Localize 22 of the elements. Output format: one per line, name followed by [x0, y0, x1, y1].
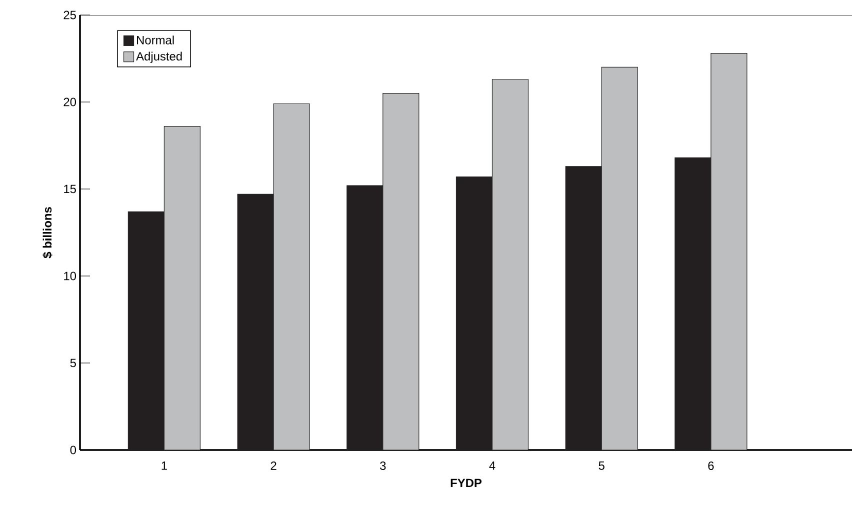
bar	[601, 66, 638, 450]
y-tick-label: 0	[70, 446, 76, 454]
bar	[492, 79, 529, 450]
bar	[710, 52, 748, 450]
y-tick-label: 25	[64, 10, 76, 20]
bar	[382, 92, 420, 450]
bar	[273, 103, 310, 450]
legend-label: Normal	[137, 36, 174, 44]
legend-label: Adjusted	[136, 52, 182, 63]
x-tick-label: 6	[708, 462, 714, 470]
x-tick-label: 3	[380, 462, 386, 470]
y-tick-label: 5	[70, 358, 76, 368]
y-tick-label: 20	[64, 98, 76, 106]
bar	[164, 126, 200, 450]
x-axis-title: FYDP	[450, 478, 482, 488]
x-tick-label: 5	[598, 462, 604, 470]
y-tick-label: 15	[64, 184, 76, 194]
x-tick-label: 4	[489, 462, 496, 470]
y-axis-title: $ billions	[42, 207, 52, 258]
x-tick-label: 2	[270, 462, 276, 470]
x-tick-label: 1	[162, 462, 167, 470]
y-tick-label: 10	[64, 272, 76, 280]
